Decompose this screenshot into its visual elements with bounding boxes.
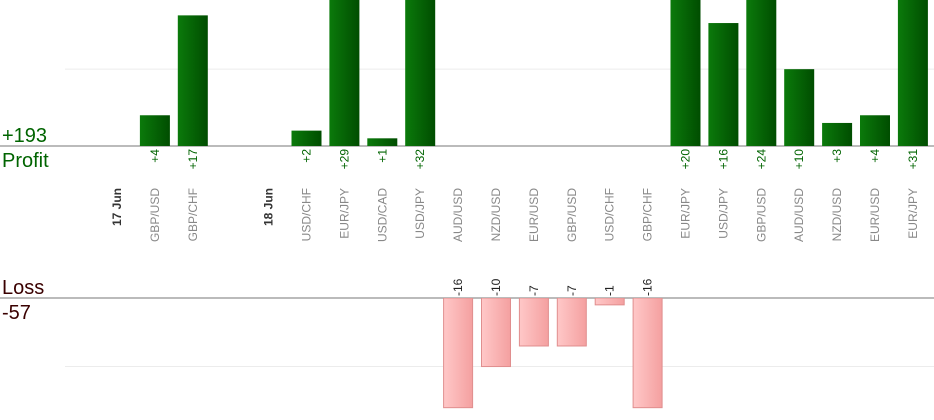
pair-label: GBP/USD bbox=[754, 188, 768, 242]
profit-bar bbox=[367, 138, 398, 146]
profit-bar bbox=[291, 130, 322, 146]
pair-label: EUR/JPY bbox=[337, 188, 351, 239]
value-label: -10 bbox=[489, 278, 503, 296]
pair-label: USD/CAD bbox=[375, 188, 389, 242]
value-label: -16 bbox=[451, 278, 465, 296]
pair-label: NZD/USD bbox=[830, 188, 844, 242]
pair-label: EUR/JPY bbox=[906, 188, 920, 239]
profit-bar bbox=[405, 0, 436, 146]
value-label: -16 bbox=[641, 278, 655, 296]
date-label: 18 Jun bbox=[262, 188, 276, 226]
profit-label: Profit bbox=[2, 150, 49, 172]
value-label: +3 bbox=[830, 149, 844, 163]
profit-bar bbox=[708, 23, 739, 146]
profit-total: +193 bbox=[2, 125, 47, 147]
value-label: +24 bbox=[754, 149, 768, 170]
profit-bar bbox=[177, 15, 208, 146]
value-label: +29 bbox=[337, 149, 351, 170]
profit-bar bbox=[670, 0, 701, 146]
pair-label: GBP/CHF bbox=[641, 188, 655, 241]
pair-label: GBP/USD bbox=[565, 188, 579, 242]
profit-bar bbox=[139, 115, 170, 146]
loss-bar bbox=[556, 298, 587, 347]
value-label: +4 bbox=[868, 149, 882, 163]
value-label: -1 bbox=[603, 285, 617, 296]
loss-total: -57 bbox=[2, 302, 31, 324]
pair-label: USD/JPY bbox=[716, 188, 730, 239]
profit-bar bbox=[784, 69, 815, 146]
loss-bar bbox=[518, 298, 549, 347]
profit-bar bbox=[897, 0, 928, 146]
value-label: +4 bbox=[148, 149, 162, 163]
loss-bar bbox=[443, 298, 474, 409]
pair-label: AUD/USD bbox=[451, 188, 465, 242]
pair-label: EUR/USD bbox=[868, 188, 882, 242]
profit-bar bbox=[329, 0, 360, 146]
loss-bar bbox=[632, 298, 663, 409]
value-label: +17 bbox=[186, 149, 200, 170]
value-label: -7 bbox=[527, 285, 541, 296]
pair-label: AUD/USD bbox=[792, 188, 806, 242]
pair-label: EUR/USD bbox=[527, 188, 541, 242]
profit-bar bbox=[746, 0, 777, 146]
value-label: +10 bbox=[792, 149, 806, 170]
value-label: +20 bbox=[679, 149, 693, 170]
loss-label: Loss bbox=[2, 277, 44, 299]
profit-bar bbox=[822, 122, 853, 146]
pair-label: USD/CHF bbox=[603, 188, 617, 241]
loss-bar bbox=[481, 298, 511, 368]
pair-label: USD/CHF bbox=[300, 188, 314, 241]
value-label: +1 bbox=[375, 149, 389, 163]
pair-label: GBP/CHF bbox=[186, 188, 200, 241]
value-label: -7 bbox=[565, 285, 579, 296]
loss-bars bbox=[443, 298, 663, 409]
profit-bar bbox=[860, 115, 890, 146]
pair-label: NZD/USD bbox=[489, 188, 503, 242]
pair-label: GBP/USD bbox=[148, 188, 162, 242]
profit-bars bbox=[139, 0, 928, 146]
value-label: +16 bbox=[716, 149, 730, 170]
value-label: +32 bbox=[413, 149, 427, 170]
value-label: +2 bbox=[300, 149, 314, 163]
value-label: +31 bbox=[906, 149, 920, 170]
loss-bar bbox=[594, 298, 625, 306]
date-label: 17 Jun bbox=[110, 188, 124, 226]
pair-label: EUR/JPY bbox=[679, 188, 693, 239]
pair-label: USD/JPY bbox=[413, 188, 427, 239]
